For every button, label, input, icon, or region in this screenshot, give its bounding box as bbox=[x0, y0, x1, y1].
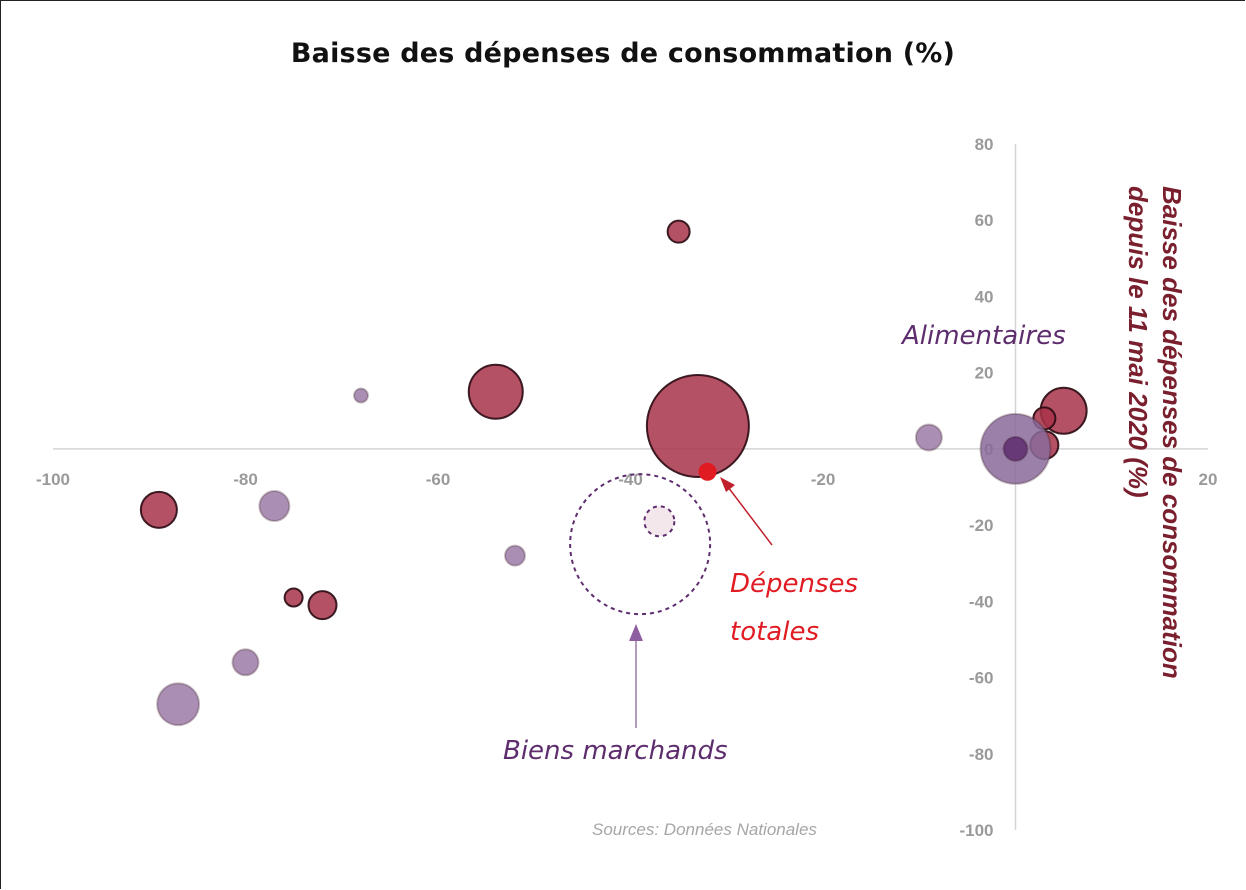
y-tick-label: 40 bbox=[975, 287, 994, 306]
data-points bbox=[139, 219, 1088, 727]
y-tick-label: 60 bbox=[975, 211, 994, 230]
y-tick-label: -40 bbox=[969, 592, 994, 611]
scatter-point bbox=[307, 590, 338, 621]
annotations: Alimentaires Dépenses totales Biens marc… bbox=[503, 321, 1066, 766]
y-tick-label: -60 bbox=[969, 669, 994, 688]
scatter-point bbox=[139, 490, 178, 529]
y-tick-label: -20 bbox=[969, 516, 994, 535]
chart-title: Baisse des dépenses de consommation (%) bbox=[290, 38, 956, 69]
x-tick-label: -80 bbox=[233, 470, 258, 489]
dashed-circle bbox=[643, 505, 676, 538]
annotation-biens-marchands: Biens marchands bbox=[503, 736, 728, 766]
y-tick-label: 20 bbox=[975, 364, 994, 383]
scatter-point bbox=[645, 374, 750, 479]
y-axis-label-line1: Baisse des dépenses de consommation bbox=[1157, 186, 1187, 679]
x-tick-label: -40 bbox=[618, 470, 643, 489]
dashed-circle bbox=[569, 473, 712, 616]
scatter-point bbox=[258, 490, 291, 523]
dashed-circles bbox=[569, 473, 712, 616]
scatter-point bbox=[156, 682, 201, 727]
scatter-point bbox=[666, 219, 691, 244]
source-note: Sources: Données Nationales bbox=[592, 820, 817, 839]
annotation-depenses-line1: Dépenses bbox=[730, 569, 858, 599]
scatter-point bbox=[467, 363, 524, 420]
y-axis-label-line2: depuis le 11 mai 2020 (%) bbox=[1123, 186, 1153, 498]
annotation-alimentaires: Alimentaires bbox=[900, 321, 1066, 351]
y-tick-label: -80 bbox=[969, 745, 994, 764]
x-tick-label: 20 bbox=[1199, 470, 1218, 489]
x-tick-label: -100 bbox=[36, 470, 70, 489]
scatter-point bbox=[1002, 435, 1029, 462]
y-tick-label: 80 bbox=[975, 135, 994, 154]
scatter-point bbox=[353, 387, 369, 404]
highlight-point-depenses-totales bbox=[698, 462, 717, 481]
arrow-depenses-head bbox=[720, 477, 735, 492]
annotation-depenses-line2: totales bbox=[730, 617, 819, 647]
y-axis-label: Baisse des dépenses de consommation depu… bbox=[1123, 186, 1187, 679]
x-tick-label: -20 bbox=[811, 470, 836, 489]
tick-labels: -100-80-60-40-2020806040200-20-40-60-80-… bbox=[36, 135, 1217, 840]
arrow-depenses-shaft bbox=[727, 486, 773, 546]
scatter-point bbox=[283, 587, 304, 608]
scatter-point bbox=[914, 423, 943, 452]
y-tick-label: -100 bbox=[959, 821, 993, 840]
x-tick-label: -60 bbox=[426, 470, 451, 489]
scatter-point bbox=[231, 648, 260, 677]
scatter-point bbox=[504, 544, 526, 567]
arrow-biens-head bbox=[629, 624, 643, 641]
